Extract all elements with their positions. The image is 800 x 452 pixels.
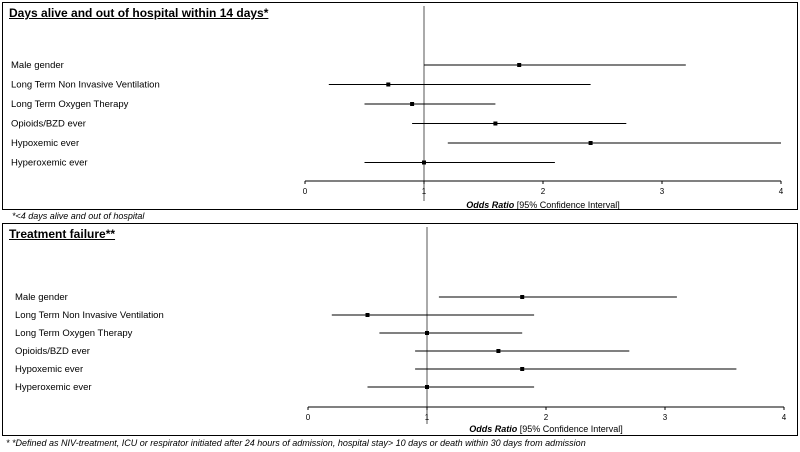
or-marker — [386, 82, 391, 87]
row-label: Hyperoxemic ever — [15, 382, 92, 393]
or-marker — [425, 331, 429, 335]
row-label: Hypoxemic ever — [11, 138, 79, 149]
chart-title: Days alive and out of hospital within 14… — [9, 6, 269, 20]
row-label: Long Term Oxygen Therapy — [11, 99, 129, 110]
x-tick-label: 3 — [663, 413, 668, 422]
or-marker — [493, 121, 498, 126]
x-tick-label: 4 — [779, 187, 784, 196]
row-label: Long Term Oxygen Therapy — [15, 328, 133, 339]
or-marker — [517, 63, 522, 67]
row-label: Opioids/BZD ever — [15, 346, 90, 357]
x-tick-label: 3 — [660, 187, 665, 196]
x-tick-label: 0 — [306, 413, 311, 422]
panel-treatment-failure: Treatment failure** 0 1 2 3 4 Odds Ratio [95%… — [2, 223, 798, 436]
row-label: Male gender — [11, 60, 64, 71]
panel-days-alive: Days alive and out of hospital within 14… — [2, 2, 798, 210]
x-tick-label: 4 — [782, 413, 787, 422]
row-label: Opioids/BZD ever — [11, 119, 86, 130]
forest-plot-days-alive: 0 1 2 3 4 Odds Ratio [95% Confidence Interval… — [11, 6, 784, 210]
or-marker — [410, 102, 415, 106]
x-tick-label: 2 — [541, 187, 546, 196]
row-label: Male gender — [15, 292, 68, 303]
row-label: Hyperoxemic ever — [11, 158, 88, 169]
row-label: Hypoxemic ever — [15, 364, 83, 375]
footnote-days-alive: *<4 days alive and out of hospital — [12, 211, 145, 221]
forest-plot-treatment-failure: 0 1 2 3 4 Odds Ratio [95% Confidence Interval… — [15, 227, 787, 434]
x-tick-label: 2 — [544, 413, 549, 422]
x-tick-label: 1 — [422, 187, 427, 196]
or-marker — [496, 349, 501, 353]
x-axis-title: Odds Ratio [95% Confidence Interval] — [466, 200, 620, 210]
row-label: Long Term Non Invasive Ventilation — [15, 310, 164, 321]
x-axis-title: Odds Ratio [95% Confidence Interval] — [469, 424, 623, 434]
x-tick-label: 0 — [303, 187, 308, 196]
or-marker — [588, 141, 593, 145]
or-marker — [425, 385, 429, 389]
footnote-treatment-failure: * *Defined as NIV-treatment, ICU or resp… — [6, 438, 586, 448]
or-marker — [520, 367, 525, 371]
or-marker — [520, 295, 525, 299]
or-marker — [365, 313, 370, 317]
x-tick-label: 1 — [425, 413, 430, 422]
chart-title: Treatment failure** — [9, 227, 116, 241]
row-label: Long Term Non Invasive Ventilation — [11, 80, 160, 91]
or-marker — [422, 160, 426, 165]
